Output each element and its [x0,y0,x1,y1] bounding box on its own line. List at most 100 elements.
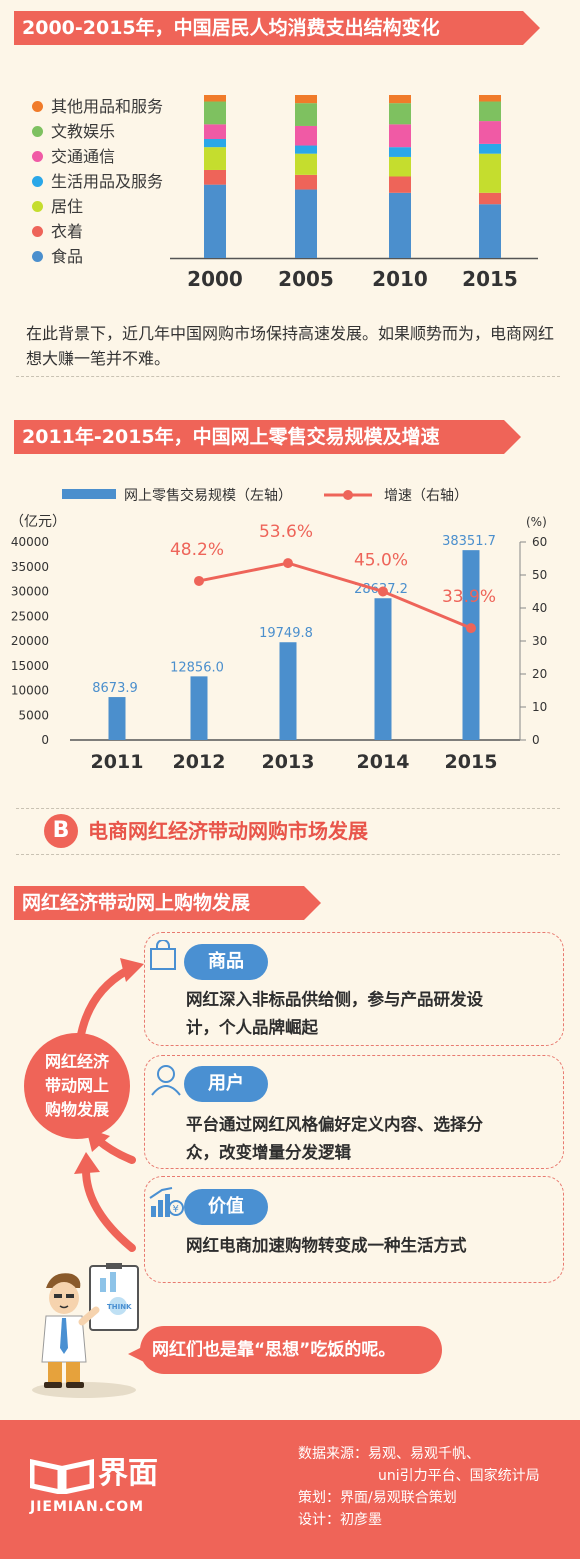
logo-subtext: JIEMIAN.COM [30,1499,145,1515]
growth-label: 33.9% [442,587,496,607]
user-icon [150,1063,182,1101]
center-circle-line1: 网红经济 [44,1052,109,1071]
growth-label: 45.0% [354,551,408,571]
legend-dot [32,201,43,212]
online-retail-chart: 网上零售交易规模（左轴） 增速（右轴） （亿元） (%) 0 5000 10000 15000… [10,487,547,773]
legend-item: 居住 [32,196,83,218]
x-tick-label: 2015 [462,267,518,291]
retail-bar [462,550,480,740]
logo-text: 界面 [98,1456,158,1491]
x-tick-label: 2011 [91,751,144,773]
growth-point [194,575,204,586]
arrowhead-product [120,958,144,982]
x-tick-label: 2000 [187,267,243,291]
y-tick-right: 30 [532,634,547,648]
bar-value-label: 12856.0 [170,660,224,675]
legend-item: 文教娱乐 [32,121,115,143]
speech-bubble-tail [128,1346,144,1362]
card-product-line1: 网红深入非标品供给侧，参与产品研发设 [186,990,483,1009]
x-tick-label: 2015 [445,751,498,773]
center-circle: 网红经济 带动网上 购物发展 [24,1033,130,1139]
footer-source: 数据来源：易观、易观千帆、 [298,1446,480,1462]
face [49,1282,79,1314]
arrow-from-user [94,1136,136,1164]
y-tick-right: 20 [532,667,547,681]
center-circle-line2: 带动网上 [44,1076,109,1095]
tie [60,1318,68,1354]
bar-segment [204,124,226,140]
bar-value-label: 38351.7 [442,534,496,549]
consumption-structure-chart: 2000 2005 2010 2015 [170,95,538,291]
svg-text:¥: ¥ [173,1204,179,1215]
bar-value-label: 19749.8 [259,626,313,641]
thinking-man-illustration: THINK [32,1263,139,1398]
arrow-from-value [82,1166,136,1252]
bar-segment [479,204,501,258]
x-tick-label: 2013 [262,751,315,773]
y-tick-left: 25000 [11,609,49,623]
retail-bar [190,676,208,740]
legend-bar-swatch [62,489,116,499]
legend-dot [32,151,43,162]
bar-segment [389,95,411,104]
bar-segment [204,101,226,125]
legend-bar-label: 网上零售交易规模（左轴） [124,487,292,504]
bar-segment [479,153,501,193]
footer-source-cont: uni引力平台、国家统计局 [378,1468,540,1484]
y-tick-left: 20000 [11,634,49,648]
bar-segment [295,174,317,190]
bar-segment [295,145,317,154]
bar-segment [204,147,226,170]
x-tick-label: 2012 [173,751,226,773]
legend-label: 交通通信 [51,147,116,166]
footer-design: 设计：初彦墨 [298,1512,382,1528]
bar-segment [479,95,501,102]
legend-line-marker [343,490,353,500]
bar-segment [389,156,411,177]
legend-label: 衣着 [51,222,84,241]
card-value-text: 网红电商加速购物转变成一种生活方式 [186,1232,467,1260]
background-paragraph: 在此背景下，近几年中国网购市场保持高速发展。如果顺势而为，电商网红想大赚一笔并不… [26,324,555,368]
legend-item: 衣着 [32,221,83,243]
center-circle-line3: 购物发展 [44,1100,109,1119]
y-tick-right: 10 [532,700,547,714]
card-user-line1: 平台通过网红风格偏好定义内容、选择分 [186,1115,483,1134]
section2-title: 2011年-2015年，中国网上零售交易规模及增速 [22,426,440,448]
y-tick-left: 35000 [11,560,49,574]
bar-segment [295,103,317,126]
growth-point [283,558,293,569]
arrow-to-product [76,966,132,1044]
y-tick-right: 60 [532,535,547,549]
x-tick-label: 2010 [372,267,428,291]
bar-value-label: 8673.9 [92,681,138,696]
retail-bar [374,598,392,740]
legend-dot [32,101,43,112]
value-chart-icon: ¥ [148,1184,184,1224]
y-tick-right: 0 [532,733,540,747]
legend-line-label: 增速（右轴） [384,488,468,504]
legend-label: 生活用品及服务 [51,172,164,191]
legend-item: 生活用品及服务 [32,171,163,193]
growth-point [466,623,476,634]
sectionB-bottom-divider [16,854,560,855]
card-product-text: 网红深入非标品供给侧，参与产品研发设 计，个人品牌崛起 [186,986,483,1042]
speech-bubble-text: 网红们也是靠“思想”吃饭的呢。 [152,1340,396,1360]
legend-dot [32,251,43,262]
card-user-text: 平台通过网红风格偏好定义内容、选择分 众，改变增量分发逻辑 [186,1111,483,1167]
y-tick-left: 40000 [11,535,49,549]
retail-bar [279,642,297,740]
sectionB-top-divider [16,808,560,809]
bar-segment [295,125,317,146]
divider [16,376,560,377]
section3-title: 网红经济带动网上购物发展 [22,892,251,914]
card-value-line1: 网红电商加速购物转变成一种生活方式 [186,1236,467,1255]
section2-title-banner: 2011年-2015年，中国网上零售交易规模及增速 [14,420,521,454]
bar-segment [204,95,226,102]
sectionB-badge: B [44,814,78,848]
footer: 界面 JIEMIAN.COM 数据来源：易观、易观千帆、 uni引力平台、国家统… [0,1420,580,1559]
growth-line [198,561,472,630]
y-tick-left: 10000 [11,684,49,698]
bar-segment [479,143,501,154]
y-tick-left: 0 [41,733,49,747]
bar-segment [295,189,317,258]
